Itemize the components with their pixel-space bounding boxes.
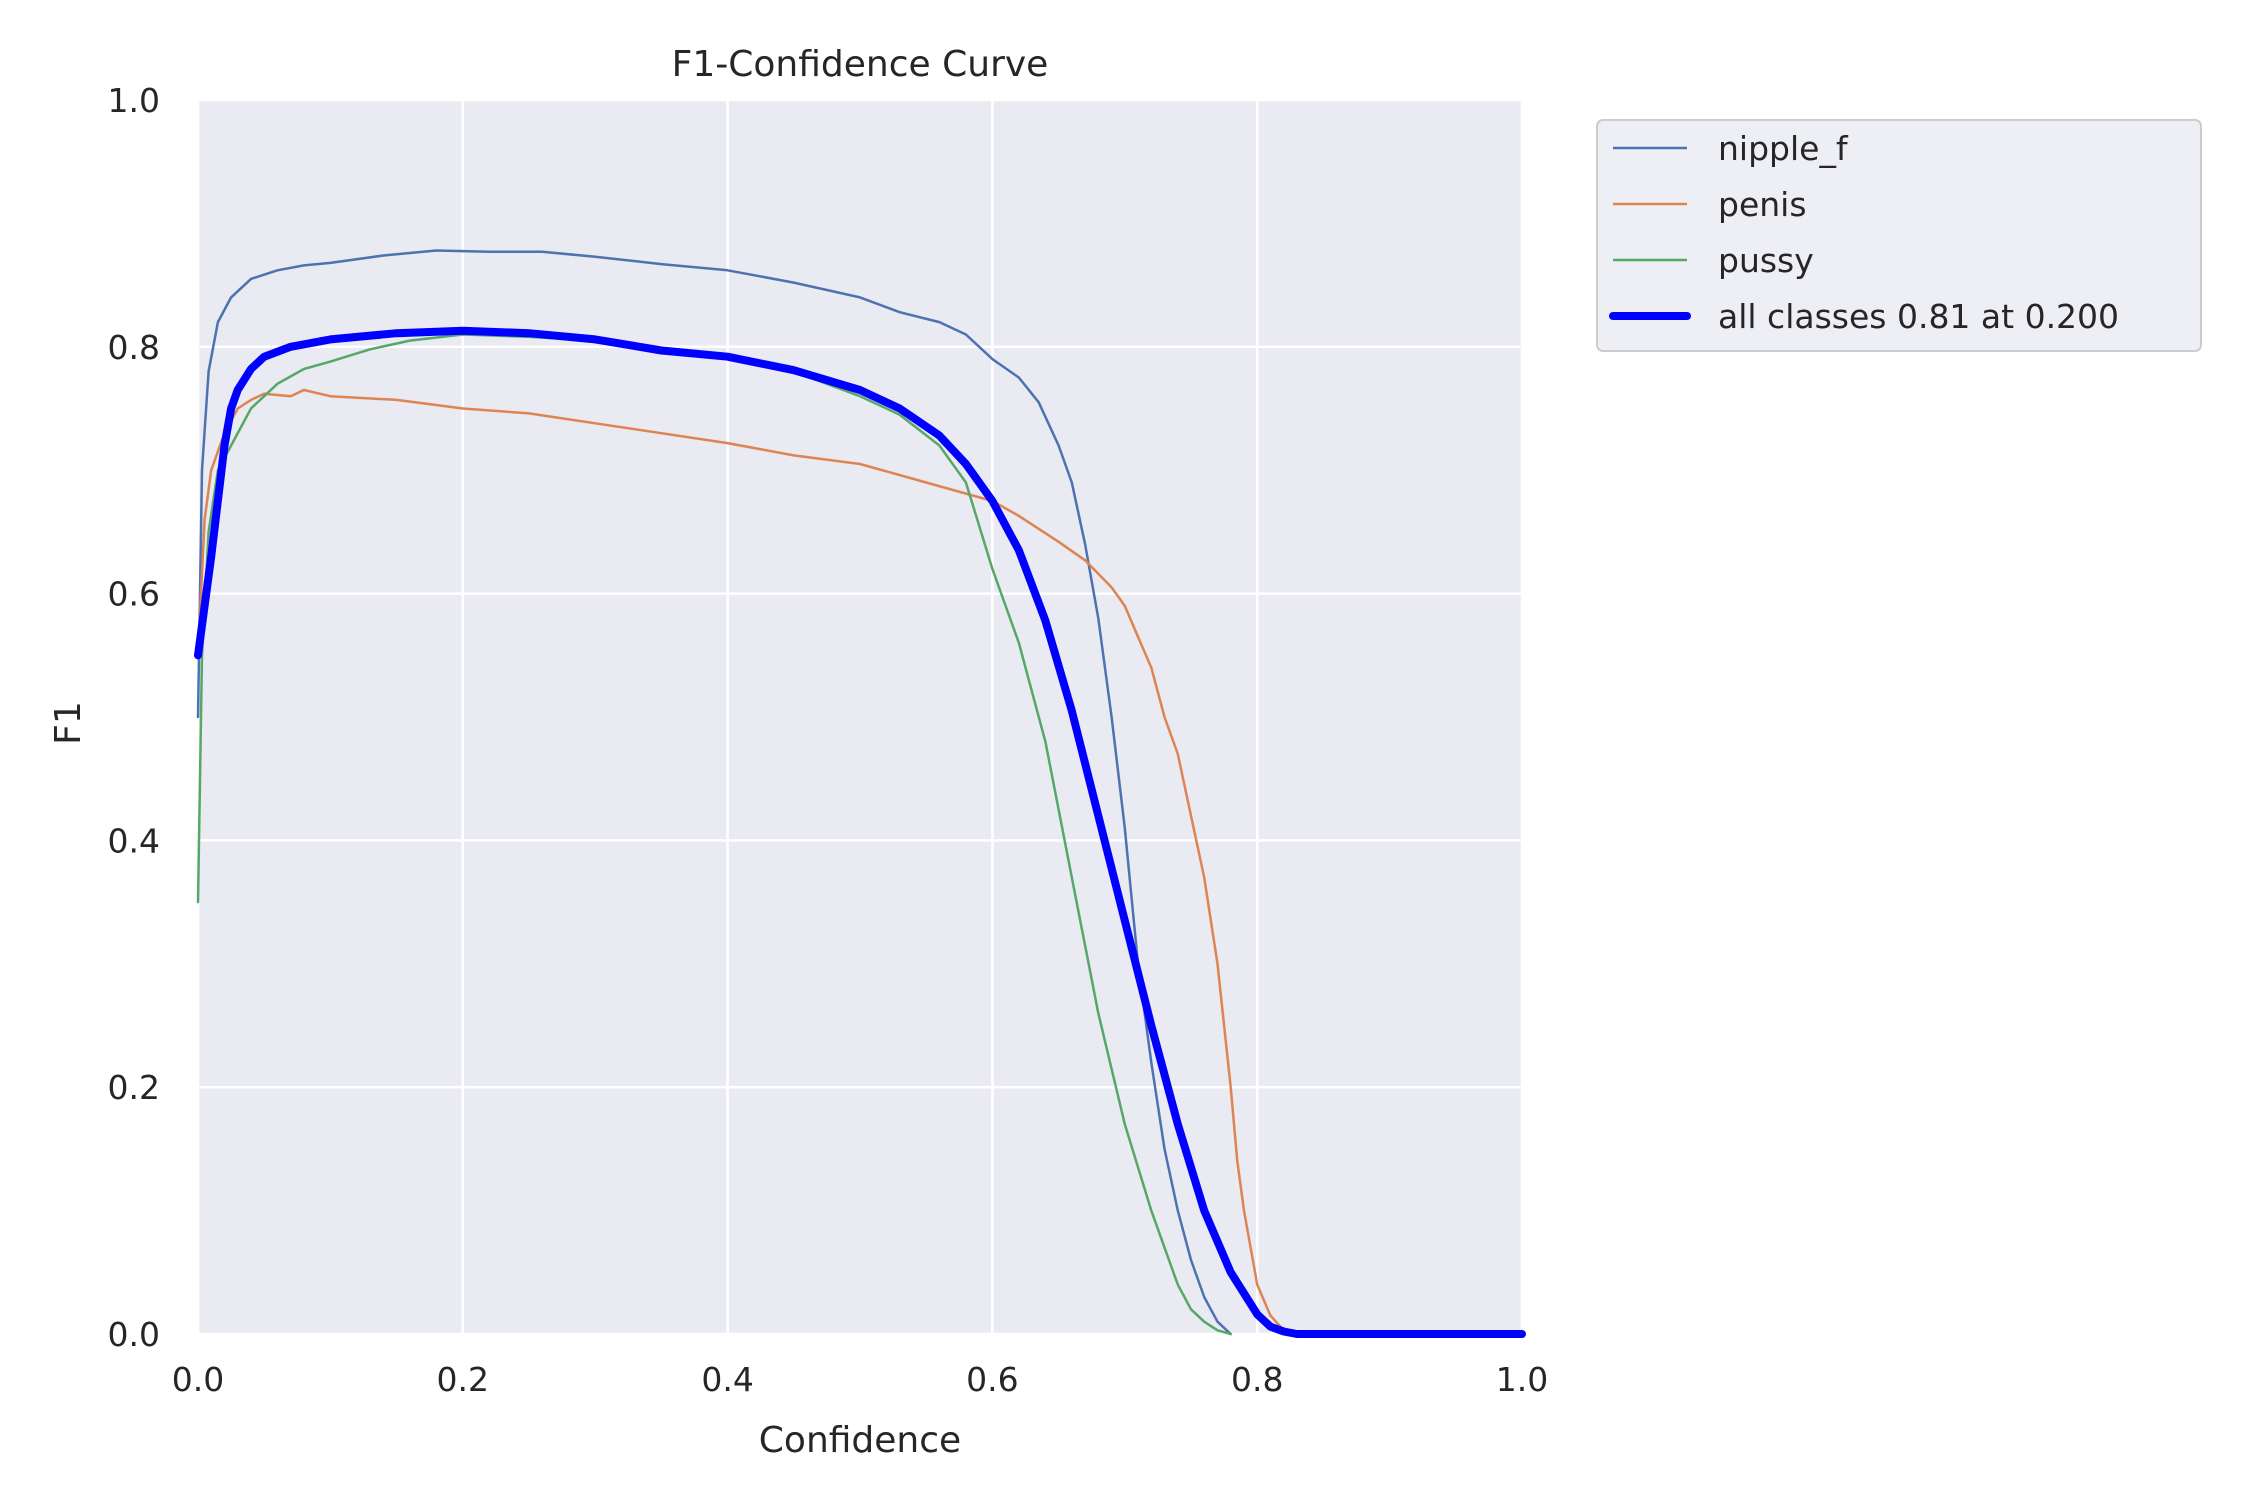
x-axis-label: Confidence: [759, 1420, 961, 1461]
y-tick-label: 1.0: [108, 81, 160, 120]
x-tick-label: 0.6: [966, 1360, 1018, 1399]
x-tick-label: 1.0: [1496, 1360, 1548, 1399]
chart-title: F1-Confidence Curve: [672, 44, 1049, 85]
x-tick-label: 0.2: [437, 1360, 489, 1399]
series-lines: [194, 249, 1526, 1338]
y-tick-label: 0.2: [108, 1068, 160, 1107]
y-tick-label: 0.0: [108, 1315, 160, 1354]
x-tick-label: 0.0: [172, 1360, 224, 1399]
x-tick-label: 0.4: [701, 1360, 753, 1399]
y-tick-label: 0.4: [108, 821, 160, 860]
series-line-3: [194, 326, 1526, 1338]
y-axis-label: F1: [48, 701, 89, 745]
x-tick-labels: 0.0 0.2 0.4 0.6 0.8 1.0: [172, 1360, 1548, 1399]
x-tick-label: 0.8: [1231, 1360, 1283, 1399]
series-line-0: [196, 249, 1232, 1336]
series-line-1: [196, 388, 1299, 1336]
legend-label: pussy: [1718, 241, 1814, 280]
grid-lines: [196, 98, 1524, 1336]
y-tick-label: 0.8: [108, 328, 160, 367]
legend-label: all classes 0.81 at 0.200: [1718, 297, 2119, 336]
legend-label: nipple_f: [1718, 129, 1849, 168]
legend-box: [1596, 119, 2202, 352]
plot-area: [198, 100, 1522, 1334]
y-tick-label: 0.6: [108, 575, 160, 614]
legend-label: penis: [1718, 185, 1807, 224]
y-tick-labels: 0.0 0.2 0.4 0.6 0.8 1.0: [108, 81, 160, 1354]
